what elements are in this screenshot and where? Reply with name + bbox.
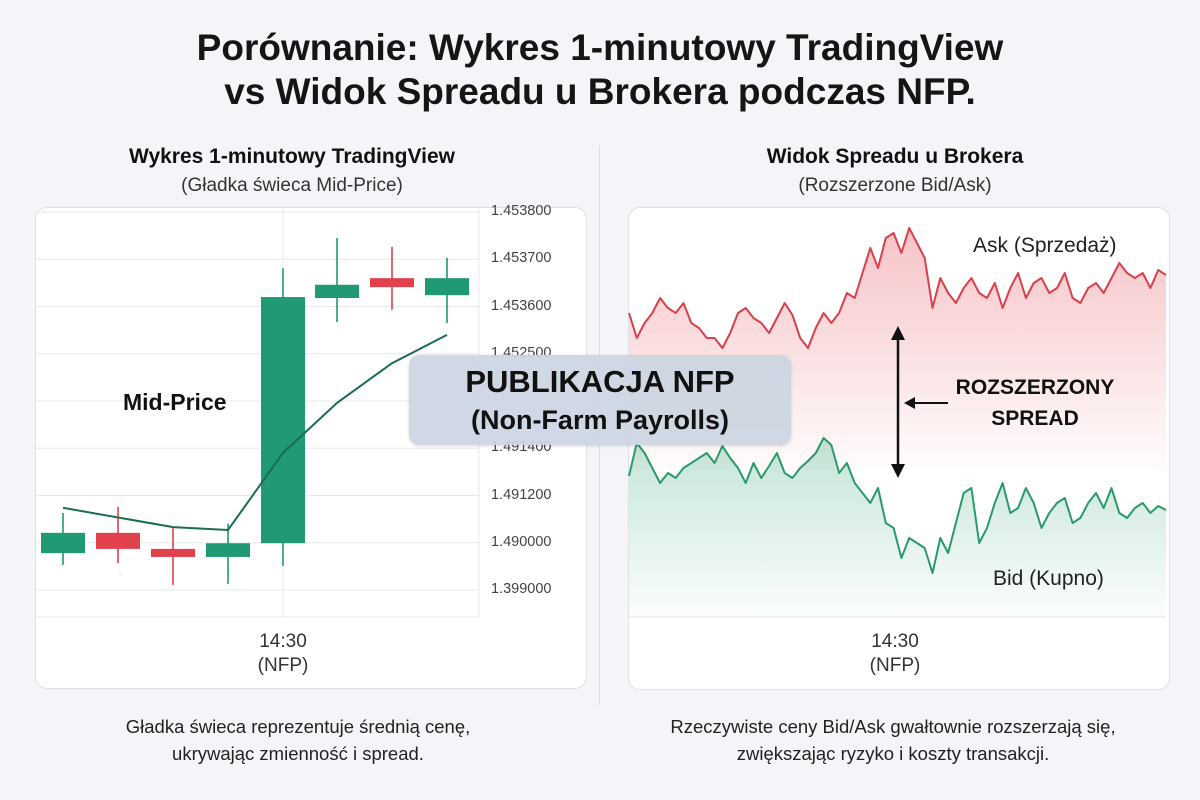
- y-tick-label: 1.399000: [491, 581, 552, 597]
- ask-series-label: Ask (Sprzedaż): [973, 234, 1117, 257]
- title-line-2: vs Widok Spreadu u Brokera podczas NFP.: [224, 71, 976, 112]
- left-x-event: (NFP): [257, 655, 309, 676]
- left-caption-line-1: Gładka świeca reprezentuje średnią cenę,: [125, 716, 471, 737]
- y-tick-label: 1.453700: [491, 250, 552, 267]
- y-tick-label: 1.490000: [491, 533, 552, 550]
- left-x-label: 14:30 (NFP): [223, 630, 343, 678]
- ask-line: [628, 227, 1167, 349]
- right-x-time: 14:30: [871, 631, 919, 652]
- right-panel-title: Widok Spreadu u Brokera: [766, 145, 1024, 168]
- pointer-arrow-icon: [904, 397, 915, 409]
- spread-arrow-down-icon: [891, 464, 905, 478]
- right-x-event: (NFP): [869, 655, 921, 676]
- page-title: Porównanie: Wykres 1-minutowy TradingVie…: [0, 26, 1200, 114]
- left-caption: Gładka świeca reprezentuje średnią cenę,…: [8, 713, 588, 767]
- nfp-banner-subtitle: (Non-Farm Payrolls): [470, 405, 730, 435]
- spread-label-line-2: SPREAD: [991, 407, 1079, 430]
- candle-body: [151, 548, 195, 557]
- mid-price-label: Mid-Price: [123, 389, 227, 415]
- candle-body: [96, 532, 140, 549]
- title-line-1: Porównanie: Wykres 1-minutowy TradingVie…: [196, 27, 1004, 68]
- candle-body: [206, 543, 250, 557]
- y-tick-label: 1.453600: [491, 297, 552, 314]
- right-caption-line-2: zwiększając ryzyko i koszty transakcji.: [736, 743, 1050, 764]
- right-panel-subtitle: (Rozszerzone Bid/Ask): [798, 175, 992, 196]
- nfp-banner-title: PUBLIKACJA NFP: [465, 364, 735, 399]
- right-caption-line-1: Rzeczywiste ceny Bid/Ask gwałtownie rozs…: [670, 716, 1116, 737]
- candle-body: [370, 278, 414, 288]
- candle-body: [261, 297, 305, 544]
- candle-body: [425, 278, 469, 296]
- candle-body: [315, 284, 359, 298]
- mid-price-line: [62, 333, 448, 532]
- y-tick-label: 1.491200: [491, 486, 552, 503]
- left-x-time: 14:30: [259, 631, 307, 652]
- left-caption-line-2: ukrywając zmienność i spread.: [172, 743, 424, 764]
- right-caption: Rzeczywiste ceny Bid/Ask gwałtownie rozs…: [603, 713, 1183, 767]
- left-panel-subtitle: (Gładka świeca Mid-Price): [181, 175, 403, 196]
- bid-series-label: Bid (Kupno): [993, 567, 1104, 590]
- right-x-label: 14:30 (NFP): [835, 630, 955, 678]
- bid-area: [629, 438, 1166, 617]
- spread-arrow-up-icon: [891, 326, 905, 340]
- y-tick-label: 1.453800: [491, 203, 552, 219]
- candle-body: [41, 532, 85, 554]
- left-panel-title: Wykres 1-minutowy TradingView: [129, 145, 455, 168]
- bid-line: [628, 437, 1167, 574]
- spread-label-line-1: ROZSZERZONY: [955, 376, 1115, 399]
- spread-label: ROZSZERZONY SPREAD: [925, 372, 1145, 434]
- nfp-release-banner: PUBLIKACJA NFP (Non-Farm Payrolls): [409, 355, 791, 445]
